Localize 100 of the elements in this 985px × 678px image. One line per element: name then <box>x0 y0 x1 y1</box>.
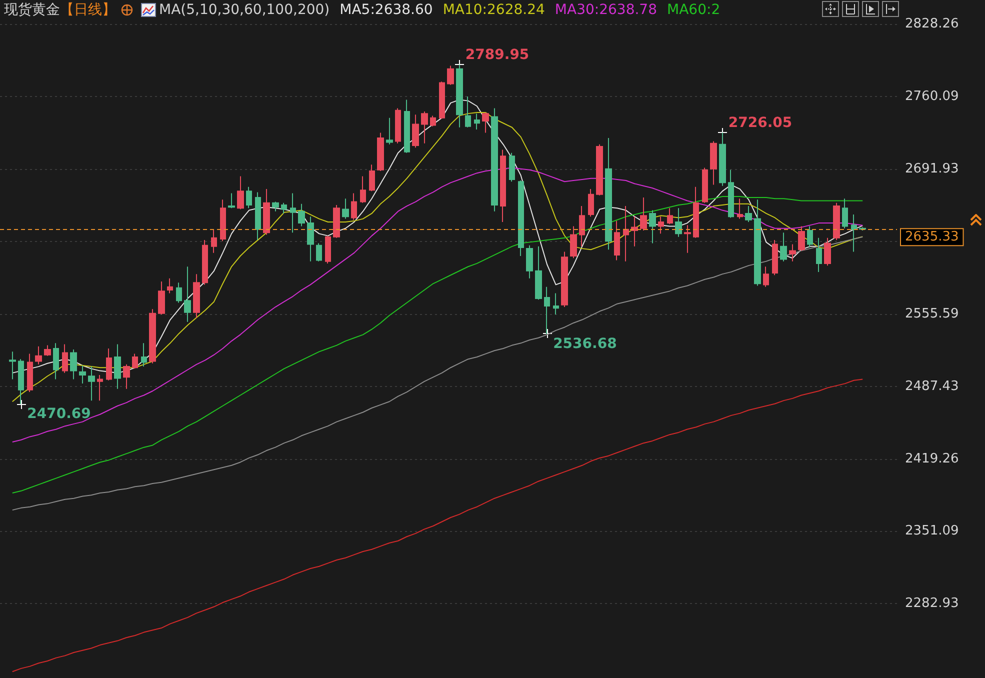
candlestick <box>842 198 848 229</box>
annotation: 2470.69 <box>27 406 91 422</box>
candlestick <box>710 140 717 186</box>
candlestick <box>500 149 506 222</box>
candlestick <box>193 274 200 318</box>
candlestick <box>754 199 761 286</box>
candlestick <box>570 226 577 259</box>
candlestick <box>509 152 515 182</box>
y-tick-label: 2487.43 <box>905 378 959 394</box>
candlestick <box>439 81 445 120</box>
candlestick <box>237 176 244 210</box>
candlestick <box>763 266 769 288</box>
candlestick <box>649 210 656 244</box>
candlestick <box>544 286 550 334</box>
candlestick <box>535 246 542 300</box>
annotation: 2789.95 <box>465 46 530 63</box>
text: MA60:2 <box>667 1 720 19</box>
candlestick <box>70 349 77 380</box>
candlestick <box>290 192 296 234</box>
candlestick <box>325 235 331 264</box>
candlestick <box>421 110 428 144</box>
candlestick <box>430 115 436 127</box>
candlestick <box>824 237 831 266</box>
candlestick <box>789 244 796 262</box>
candlestick <box>360 176 366 204</box>
candlestick <box>369 164 375 192</box>
candlestick <box>167 278 173 294</box>
candlestick <box>412 114 419 148</box>
candlestick <box>631 216 638 247</box>
candlestick <box>614 220 620 261</box>
candlestick <box>88 366 95 402</box>
candlestick <box>447 65 454 86</box>
candlestick <box>272 201 279 212</box>
candlestick <box>851 214 857 252</box>
candlestick <box>395 108 401 144</box>
candlestick <box>772 240 778 276</box>
candlestick <box>728 169 734 218</box>
legend-title: MA(5,10,30,60,100,200) <box>159 1 330 19</box>
candlestick <box>27 353 33 393</box>
candlestick <box>658 216 664 234</box>
y-tick-label: 2760.09 <box>905 88 959 104</box>
y-tick-label: 2351.09 <box>905 524 959 539</box>
y-tick-label: 2282.93 <box>905 596 959 612</box>
candlestick <box>158 281 165 315</box>
candlestick <box>184 266 191 322</box>
text: MA10:2628.24 <box>442 1 545 19</box>
candlestick <box>211 228 217 254</box>
y-tick-label: 2828.26 <box>905 16 959 32</box>
candlestick <box>35 346 42 365</box>
candlestick <box>176 282 182 304</box>
candlestick <box>377 132 384 172</box>
y-tick-label: 2419.26 <box>905 451 959 466</box>
candlestick <box>667 208 673 225</box>
y-tick-label: 2555.59 <box>905 306 959 322</box>
candlestick <box>255 192 261 241</box>
candlestick <box>737 198 743 220</box>
candlestick <box>518 180 524 257</box>
candlestick <box>97 374 103 402</box>
candlestick <box>482 112 489 134</box>
chart-subtitle: 【日线】 <box>60 1 116 19</box>
candlestick <box>807 226 813 248</box>
text: MA30:2638.78 <box>554 1 657 19</box>
candlestick <box>780 232 787 262</box>
candlestick <box>351 192 357 220</box>
candlestick <box>465 96 471 128</box>
candlestick <box>526 244 533 279</box>
candlestick <box>141 342 147 368</box>
candlestick <box>149 308 156 364</box>
candlestick <box>220 199 226 242</box>
candlestick <box>228 192 235 209</box>
annotation: 2726.05 <box>728 114 792 131</box>
line-series <box>12 167 864 443</box>
candlestick <box>404 99 410 154</box>
candlestick <box>79 364 86 384</box>
y-tick-label: 2691.93 <box>905 161 959 176</box>
candlestick <box>798 226 805 252</box>
candlestick <box>605 138 612 250</box>
candlestick <box>123 364 130 390</box>
candlestick <box>745 206 752 222</box>
candlestick <box>588 188 594 218</box>
candlestick <box>44 344 51 356</box>
candlestick <box>491 108 498 212</box>
line-series <box>12 378 864 672</box>
candlestick <box>9 351 16 380</box>
candlestick <box>579 206 585 247</box>
candlestick <box>263 188 270 236</box>
candlestick <box>474 113 480 130</box>
candlestick <box>333 204 340 238</box>
candlestick <box>62 344 68 374</box>
candlestick <box>307 216 314 262</box>
candlestick <box>18 358 24 405</box>
candlestick <box>693 186 699 238</box>
candlestick <box>833 202 840 241</box>
ref-line-label: 2635.33 <box>905 230 959 245</box>
line-series <box>12 236 864 511</box>
candlestick <box>640 197 647 231</box>
candlestick <box>553 292 559 315</box>
candlestick <box>114 344 121 390</box>
candlestick <box>561 251 568 308</box>
candlestick <box>675 208 682 238</box>
